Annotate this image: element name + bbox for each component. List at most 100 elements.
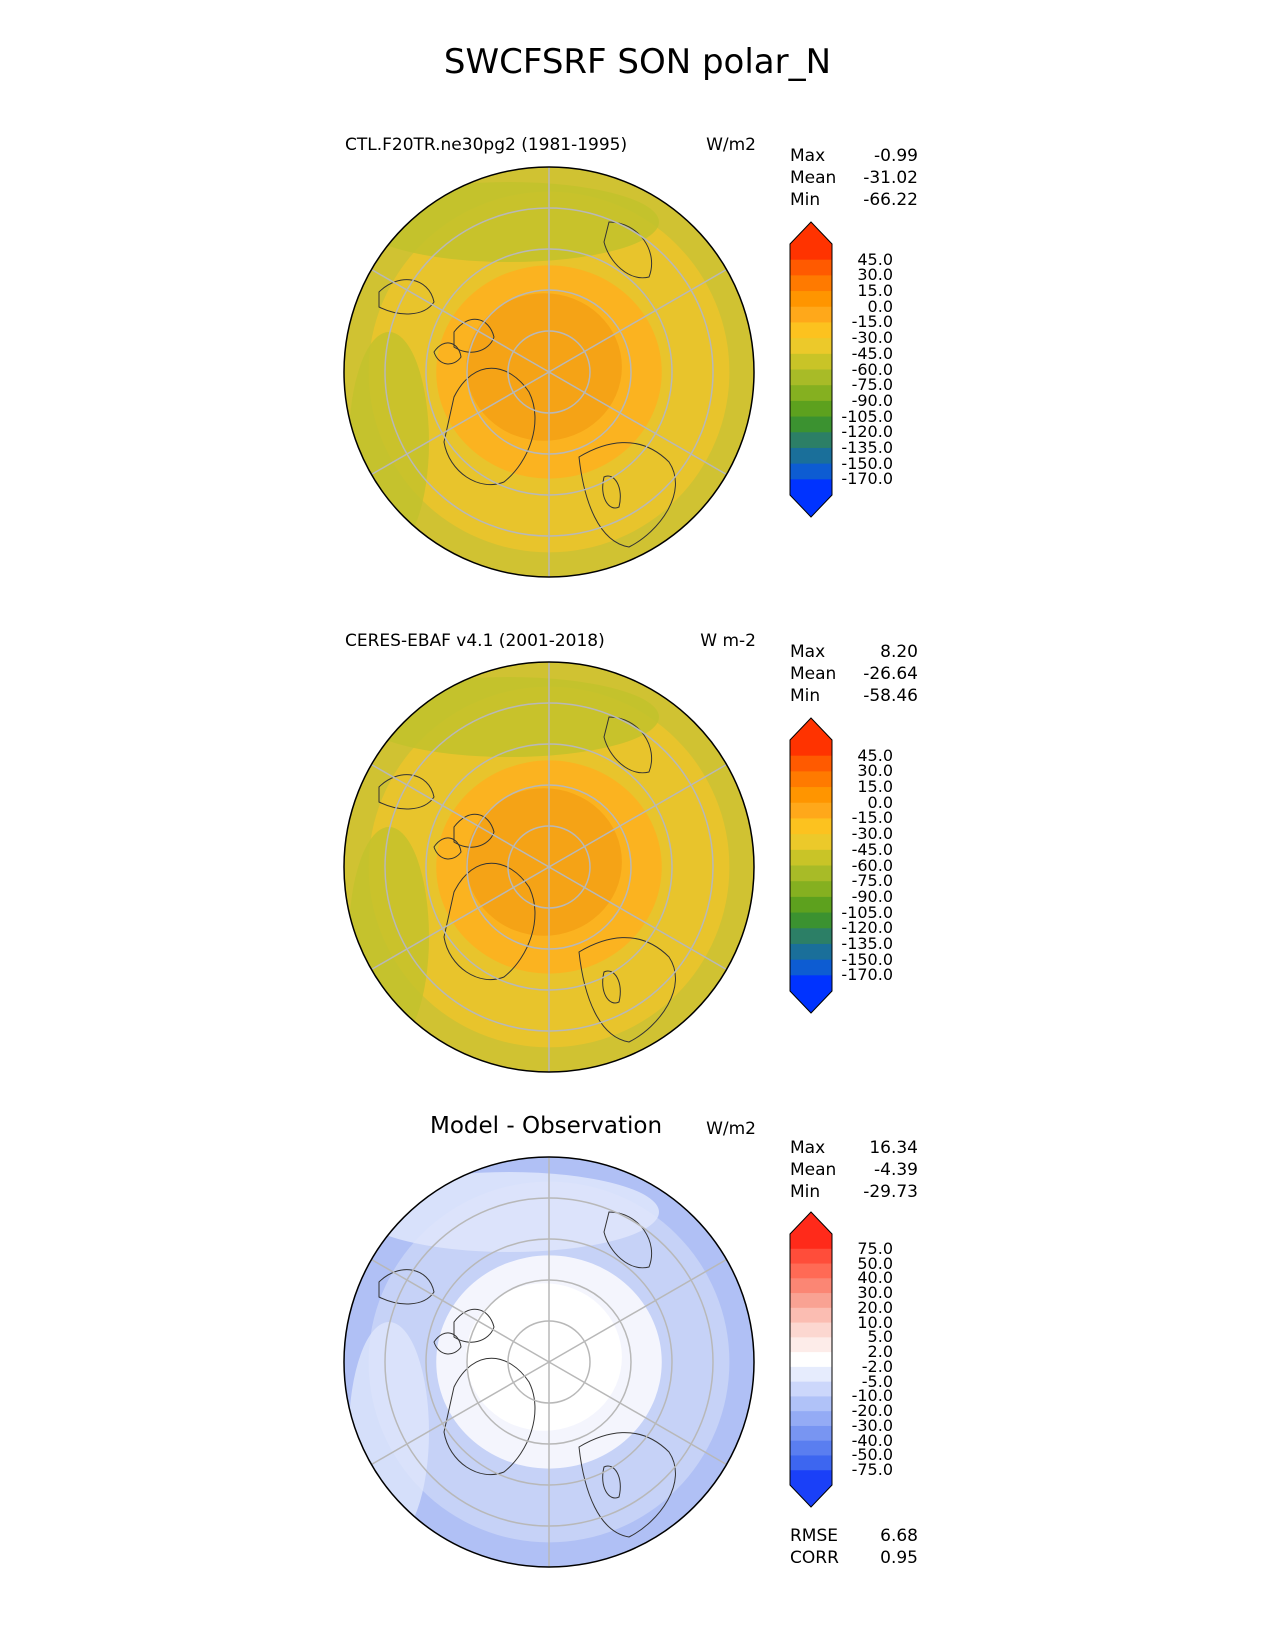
meridian-line bbox=[548, 866, 727, 971]
colorbar-tick-label: -60.0 bbox=[851, 359, 893, 379]
map-pole-region bbox=[466, 1283, 622, 1431]
colorbar-tick-label: -120.0 bbox=[841, 918, 893, 938]
colorbar-tick-label: -90.0 bbox=[851, 390, 893, 410]
colorbar-tick-label: -105.0 bbox=[841, 902, 893, 922]
colorbar-tick-label: -105.0 bbox=[841, 406, 893, 426]
colorbar-swatch bbox=[790, 896, 832, 914]
panel-units: W/m2 bbox=[706, 135, 756, 155]
map-boundary bbox=[343, 166, 755, 578]
colorbar-swatch bbox=[790, 740, 832, 757]
coastline bbox=[378, 279, 435, 315]
colorbar-swatch bbox=[790, 802, 832, 819]
colorbar-tick-label: 30.0 bbox=[857, 761, 893, 781]
colorbar-tick-label: -50.0 bbox=[851, 1445, 893, 1465]
stats-block: Max 16.34 Mean -4.39 Min -29.73 bbox=[790, 1137, 918, 1203]
colorbar-swatch bbox=[790, 1352, 832, 1368]
coastline bbox=[443, 1357, 536, 1476]
stat-label: Max bbox=[790, 642, 826, 662]
colorbar-tick-label: -10.0 bbox=[851, 1386, 893, 1406]
stats-block: Max 8.20 Mean -26.64 Min -58.46 bbox=[790, 641, 918, 707]
meridian-line bbox=[548, 763, 727, 868]
colorbar-swatch bbox=[790, 1396, 832, 1412]
colorbar-swatch bbox=[790, 755, 832, 772]
map-pole-region bbox=[466, 293, 622, 441]
colorbar-tick-label: 15.0 bbox=[857, 777, 893, 797]
colorbar-swatch bbox=[790, 881, 832, 898]
stat-label: CORR bbox=[790, 1548, 839, 1568]
colorbar-tick-label: 5.0 bbox=[867, 1327, 893, 1347]
colorbar-upper-extend bbox=[790, 1212, 832, 1234]
colorbar-swatch bbox=[790, 338, 832, 355]
colorbar-swatch bbox=[790, 1278, 832, 1294]
meridian-line bbox=[371, 866, 550, 971]
colorbar-swatch bbox=[790, 1293, 832, 1309]
colorbar-tick-label: -150.0 bbox=[841, 453, 893, 473]
stat-label: Min bbox=[790, 686, 821, 706]
colorbar-tick-label: 0.0 bbox=[867, 792, 893, 812]
colorbar-swatch bbox=[790, 385, 832, 402]
colorbar-swatch bbox=[790, 834, 832, 851]
colorbar-lower-extend bbox=[790, 1485, 832, 1507]
panel-units: W m-2 bbox=[700, 631, 756, 651]
colorbar-upper-extend bbox=[790, 718, 832, 740]
colorbar-swatch bbox=[790, 928, 832, 945]
map-boundary bbox=[343, 1156, 755, 1568]
meridian-line bbox=[371, 268, 550, 373]
meridian-line bbox=[548, 1361, 727, 1466]
stat-label: Min bbox=[790, 190, 821, 210]
stat-value: 6.68 bbox=[880, 1526, 918, 1546]
coastline bbox=[378, 1269, 435, 1305]
colorbar-swatch bbox=[790, 1425, 832, 1442]
stat-value: 16.34 bbox=[869, 1138, 918, 1158]
colorbar-tick-label: -15.0 bbox=[851, 808, 893, 828]
coastline bbox=[453, 318, 495, 353]
coastline bbox=[578, 442, 676, 548]
stats-block: Max -0.99 Mean -31.02 Min -66.22 bbox=[790, 145, 918, 211]
coastline bbox=[578, 1432, 676, 1538]
coastline bbox=[443, 367, 536, 486]
map-pole-region bbox=[466, 788, 622, 936]
colorbar-tick-label: -30.0 bbox=[851, 824, 893, 844]
colorbar-swatch bbox=[790, 1381, 832, 1397]
panel-units: W/m2 bbox=[706, 1119, 756, 1139]
colorbar-swatch bbox=[790, 849, 832, 866]
colorbar-tick-label: -40.0 bbox=[851, 1430, 893, 1450]
extra-stats-block: RMSE 6.68 CORR 0.95 bbox=[790, 1525, 918, 1569]
coastline bbox=[603, 716, 653, 774]
stat-value: -66.22 bbox=[863, 190, 918, 210]
colorbar-swatch bbox=[790, 479, 832, 496]
colorbar-tick-label: 15.0 bbox=[857, 281, 893, 301]
colorbar-swatch bbox=[790, 1455, 832, 1471]
colorbar-swatch bbox=[790, 353, 832, 370]
colorbar-tick-label: 20.0 bbox=[857, 1297, 893, 1317]
panel-title-center: Model - Observation bbox=[430, 1113, 663, 1139]
panel-title-left: CTL.F20TR.ne30pg2 (1981-1995) bbox=[345, 135, 628, 155]
stat-value: -31.02 bbox=[863, 168, 918, 188]
colorbar-swatch bbox=[790, 1307, 832, 1324]
meridian-line bbox=[371, 1258, 550, 1363]
colorbar-swatch bbox=[790, 1411, 832, 1427]
colorbar-swatch bbox=[790, 447, 832, 465]
stat-value: -26.64 bbox=[863, 664, 918, 684]
colorbar-tick-label: -2.0 bbox=[861, 1356, 893, 1376]
map-boundary bbox=[343, 661, 755, 1073]
colorbar-swatch bbox=[790, 259, 832, 276]
colorbar-tick-label: -90.0 bbox=[851, 886, 893, 906]
colorbar-tick-label: -30.0 bbox=[851, 1415, 893, 1435]
meridian-line bbox=[548, 1258, 727, 1363]
colorbar-swatch bbox=[790, 1337, 832, 1353]
colorbar-tick-label: 30.0 bbox=[857, 265, 893, 285]
coastline bbox=[433, 1332, 462, 1355]
coastline bbox=[443, 862, 536, 981]
colorbar-outline bbox=[789, 221, 833, 518]
colorbar-swatch bbox=[790, 787, 832, 804]
stat-value: -4.39 bbox=[874, 1160, 918, 1180]
colorbar-tick-label: 45.0 bbox=[857, 745, 893, 765]
colorbar-tick-label: 30.0 bbox=[857, 1283, 893, 1303]
colorbar-swatch bbox=[790, 463, 832, 480]
colorbar-tick-label: -135.0 bbox=[841, 933, 893, 953]
colorbar-tick-label: 10.0 bbox=[857, 1312, 893, 1332]
